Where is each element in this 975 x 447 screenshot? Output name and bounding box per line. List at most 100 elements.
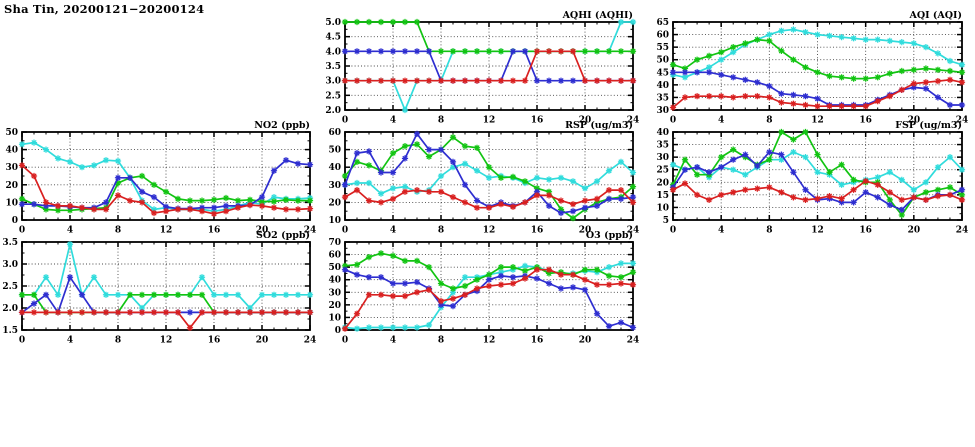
series-markers-green	[669, 36, 966, 82]
y-tick-label: 40	[5, 146, 18, 156]
x-tick-label: 4	[390, 116, 396, 126]
x-tick-label: 12	[160, 226, 173, 236]
x-tick-label: 0	[342, 336, 348, 346]
series-markers-red	[18, 162, 314, 217]
y-tick-label: 4.0	[325, 47, 341, 57]
grid-fsp	[673, 132, 962, 220]
y-tick-label: 50	[328, 146, 341, 156]
ticks-no2	[21, 131, 311, 221]
x-tick-label: 4	[718, 116, 724, 126]
x-tick-label: 12	[811, 226, 824, 236]
x-tick-label: 24	[627, 226, 640, 236]
y-tick-label: 60	[328, 128, 341, 138]
x-tick-label: 24	[956, 116, 969, 126]
page-title: Sha Tin, 20200121−20200124	[4, 2, 205, 16]
y-tick-label: 55	[656, 43, 669, 53]
x-tick-label: 24	[627, 336, 640, 346]
y-tick-label: 20	[656, 178, 669, 188]
x-tick-label: 12	[160, 336, 173, 346]
x-tick-label: 24	[304, 226, 317, 236]
x-tick-label: 8	[766, 226, 772, 236]
chart-rsp: 0 4 8 12 16 20 24 10 20 30 40 50 60 RSP (ug/m3)	[328, 120, 639, 236]
x-tick-label: 16	[531, 116, 544, 126]
chart-title-so2: SO2 (ppb)	[256, 230, 310, 241]
y-tick-label: 5	[663, 216, 669, 226]
x-tick-label: 20	[579, 336, 592, 346]
x-tick-label: 4	[718, 226, 724, 236]
chart-title-rsp: RSP (ug/m3)	[565, 120, 633, 131]
y-tick-label: 0	[12, 216, 18, 226]
x-tick-label: 0	[342, 226, 348, 236]
y-tick-label: 30	[328, 288, 341, 298]
chart-title-fsp: FSP (ug/m3)	[895, 120, 962, 131]
x-tick-label: 24	[304, 336, 317, 346]
chart-title-o3: O3 (ppb)	[586, 230, 633, 241]
y-tick-label: 10	[656, 203, 669, 213]
x-tick-label: 12	[811, 116, 824, 126]
y-tick-label: 40	[656, 128, 669, 138]
x-tick-label: 16	[208, 336, 221, 346]
y-tick-label: 3.0	[2, 260, 18, 270]
chart-o3: 0 4 8 12 16 20 24 0 10 20 30 40 50 60 70 O3 (ppb)	[328, 230, 639, 346]
x-tick-label: 12	[483, 226, 496, 236]
y-tick-label: 20	[328, 301, 341, 311]
y-tick-label: 2.5	[2, 282, 18, 292]
y-tick-label: 50	[5, 128, 18, 138]
grid-no2	[22, 132, 310, 220]
x-tick-label: 20	[908, 226, 921, 236]
x-tick-label: 20	[579, 226, 592, 236]
series-markers-red	[341, 187, 637, 211]
y-tick-label: 40	[328, 276, 341, 286]
series-markers-red	[341, 266, 637, 332]
y-tick-label: 30	[656, 153, 669, 163]
chart-so2: 0 4 8 12 16 20 24 1.5 2.0 2.5 3.0 3.5 SO2 (ppb)	[2, 230, 316, 346]
y-tick-label: 20	[328, 198, 341, 208]
series-markers-red	[669, 76, 966, 111]
x-tick-label: 20	[908, 116, 921, 126]
y-tick-label: 30	[5, 163, 18, 173]
x-tick-label: 24	[627, 116, 640, 126]
x-tick-label: 8	[438, 226, 444, 236]
x-tick-label: 8	[766, 116, 772, 126]
y-tick-label: 3.5	[2, 238, 18, 248]
y-tick-label: 35	[656, 141, 669, 151]
y-tick-label: 5.0	[325, 18, 341, 28]
x-tick-label: 0	[670, 226, 676, 236]
y-tick-label: 1.5	[2, 326, 18, 336]
x-tick-label: 8	[115, 226, 121, 236]
y-tick-label: 10	[328, 216, 341, 226]
y-tick-label: 40	[656, 81, 669, 91]
y-tick-label: 50	[328, 263, 341, 273]
y-tick-label: 65	[656, 18, 669, 28]
y-tick-label: 15	[656, 191, 669, 201]
ticks-rsp	[344, 131, 634, 221]
y-tick-label: 4.5	[325, 33, 341, 43]
y-tick-label: 2.5	[325, 91, 341, 101]
y-tick-label: 20	[5, 181, 18, 191]
grid-so2	[22, 242, 310, 330]
series-markers-red	[18, 309, 314, 331]
x-tick-label: 4	[67, 336, 73, 346]
chart-fsp: 0 4 8 12 16 20 24 5 10 15 20 25 30 35 40 FSP (ug/m3)	[656, 120, 968, 236]
y-tick-label: 3.5	[325, 62, 341, 72]
y-tick-label: 2.0	[325, 106, 341, 116]
y-tick-label: 25	[656, 166, 669, 176]
x-tick-label: 8	[115, 336, 121, 346]
x-tick-label: 0	[342, 116, 348, 126]
y-tick-label: 10	[328, 313, 341, 323]
x-tick-label: 0	[19, 336, 25, 346]
y-tick-label: 60	[328, 251, 341, 261]
y-tick-label: 35	[656, 93, 669, 103]
x-tick-label: 16	[859, 116, 872, 126]
y-tick-label: 10	[5, 198, 18, 208]
x-tick-label: 12	[483, 116, 496, 126]
x-tick-label: 20	[256, 226, 269, 236]
x-tick-label: 4	[67, 226, 73, 236]
y-tick-label: 45	[656, 68, 669, 78]
y-tick-label: 40	[328, 163, 341, 173]
x-tick-label: 16	[208, 226, 221, 236]
chart-title-aqhi: AQHI (AQHI)	[562, 10, 633, 21]
series-line-cyan	[22, 243, 310, 309]
x-tick-label: 24	[956, 226, 969, 236]
